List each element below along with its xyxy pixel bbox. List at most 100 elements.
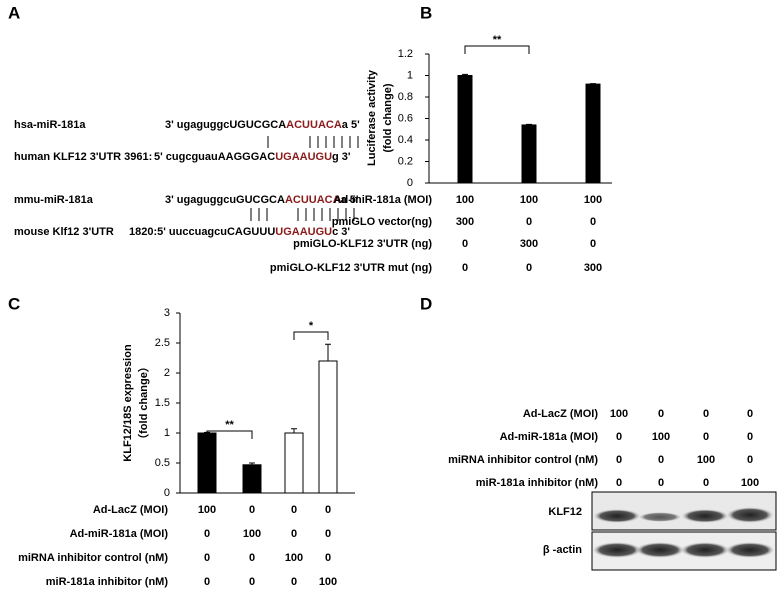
condition-label: miRNA inhibitor control (nM)	[18, 552, 168, 564]
condition-value: 100	[584, 194, 602, 206]
y-axis-label: (fold change)	[382, 83, 394, 152]
condition-value: 100	[610, 408, 628, 420]
sequence-flank: 3' ugaguggcUGUCGCA	[165, 119, 286, 131]
y-tick-label: 1	[164, 427, 170, 439]
significance-bracket	[464, 45, 530, 54]
sequence-name: mouse Klf12 3'UTR	[14, 226, 114, 238]
condition-value: 100	[697, 454, 715, 466]
condition-label: Ad-miR-181a (MOI)	[70, 528, 169, 540]
y-tick-label: 0.4	[398, 134, 413, 146]
significance-label: **	[225, 419, 234, 431]
panel-label: B	[420, 3, 432, 22]
condition-label: miR-181a inhibitor (nM)	[476, 477, 599, 489]
condition-value: 0	[462, 238, 468, 250]
y-tick-label: 2.5	[155, 337, 170, 349]
condition-value: 0	[249, 552, 255, 564]
condition-value: 0	[291, 576, 297, 588]
y-tick-label: 1.5	[155, 397, 170, 409]
condition-value: 0	[204, 528, 210, 540]
condition-value: 100	[319, 576, 337, 588]
condition-value: 0	[249, 576, 255, 588]
condition-value: 0	[204, 552, 210, 564]
condition-value: 0	[590, 216, 596, 228]
error-bar	[249, 462, 255, 465]
bar	[585, 83, 601, 184]
panel-label: C	[8, 294, 20, 313]
y-tick-label: 0.8	[398, 91, 413, 103]
blot-image	[591, 491, 777, 571]
condition-value: 0	[658, 454, 664, 466]
y-axis-label: （fold change）	[137, 361, 150, 445]
bar	[197, 432, 217, 494]
sequence-flank: 3' ugaguggcuGUCGCA	[165, 194, 285, 206]
sequence-flank: g 3'	[332, 151, 351, 163]
significance-bracket	[206, 430, 253, 439]
error-bar	[462, 73, 468, 76]
sequence-seed: ACUUACA	[285, 194, 341, 206]
condition-value: 300	[456, 216, 474, 228]
error-bar	[590, 83, 596, 85]
y-tick-label: 1.2	[398, 48, 413, 60]
bar	[318, 360, 338, 494]
sequence-seed: UGAAUGU	[275, 226, 332, 238]
condition-label: Ad-LacZ (MOI)	[523, 408, 598, 420]
condition-value: 0	[526, 262, 532, 274]
condition-value: 0	[325, 528, 331, 540]
bar	[457, 75, 473, 184]
sequence: 3' ugaguggcUGUCGCAACUUACAa 5'	[165, 119, 360, 131]
condition-value: 0	[526, 216, 532, 228]
y-tick-label: 2	[164, 367, 170, 379]
condition-value: 100	[243, 528, 261, 540]
condition-value: 300	[584, 262, 602, 274]
condition-value: 100	[456, 194, 474, 206]
condition-value: 100	[652, 431, 670, 443]
condition-value: 0	[703, 477, 709, 489]
bar	[284, 432, 304, 494]
y-axis-label: Luciferase activity	[366, 69, 378, 166]
y-tick-label: 0.2	[398, 155, 413, 167]
condition-label: Ad-miR-181a (MOI)	[334, 194, 433, 206]
condition-label: Ad-LacZ (MOI)	[93, 504, 168, 516]
sequence-name: hsa-miR-181a	[14, 119, 86, 131]
y-tick-label: 0.6	[398, 112, 413, 124]
condition-value: 0	[204, 576, 210, 588]
sequence-seed: UGAAUGU	[275, 151, 332, 163]
significance-bracket	[293, 331, 329, 340]
y-tick-label: 0	[164, 487, 170, 499]
condition-value: 0	[747, 431, 753, 443]
condition-value: 0	[291, 528, 297, 540]
condition-value: 0	[325, 504, 331, 516]
condition-value: 100	[520, 194, 538, 206]
condition-value: 0	[291, 504, 297, 516]
condition-value: 0	[325, 552, 331, 564]
y-axis-label: KLF12/18S expression	[122, 344, 134, 462]
sequence-flank: a 5'	[342, 119, 360, 131]
error-bar	[291, 428, 297, 433]
y-tick-label: 3	[164, 307, 170, 319]
error-bar	[526, 123, 532, 125]
condition-label: miRNA inhibitor control (nM)	[448, 454, 598, 466]
condition-value: 100	[285, 552, 303, 564]
condition-value: 0	[703, 408, 709, 420]
condition-value: 0	[590, 238, 596, 250]
sequence-flank: c 3'	[332, 226, 350, 238]
condition-value: 100	[198, 504, 216, 516]
sequence-seed: ACUUACA	[286, 119, 342, 131]
condition-value: 0	[658, 408, 664, 420]
bar	[521, 124, 537, 184]
condition-value: 0	[616, 477, 622, 489]
sequence-flank: a 5'	[341, 194, 359, 206]
condition-value: 0	[616, 454, 622, 466]
error-bar	[325, 343, 331, 361]
alignment-ticks	[250, 136, 359, 221]
significance-label: **	[493, 34, 502, 46]
y-tick-label: 0	[407, 177, 413, 189]
condition-label: pmiGLO-KLF12 3'UTR (ng)	[293, 238, 432, 250]
condition-label: pmiGLO-KLF12 3'UTR mut (ng)	[270, 262, 432, 274]
condition-label: pmiGLO vector(ng)	[332, 216, 433, 228]
y-tick-label: 0.5	[155, 457, 170, 469]
condition-value: 0	[249, 504, 255, 516]
sequence-flank: 1820:5' uuccuagcuCAGUUU	[129, 226, 275, 238]
condition-label: Ad-miR-181a (MOI)	[500, 431, 599, 443]
